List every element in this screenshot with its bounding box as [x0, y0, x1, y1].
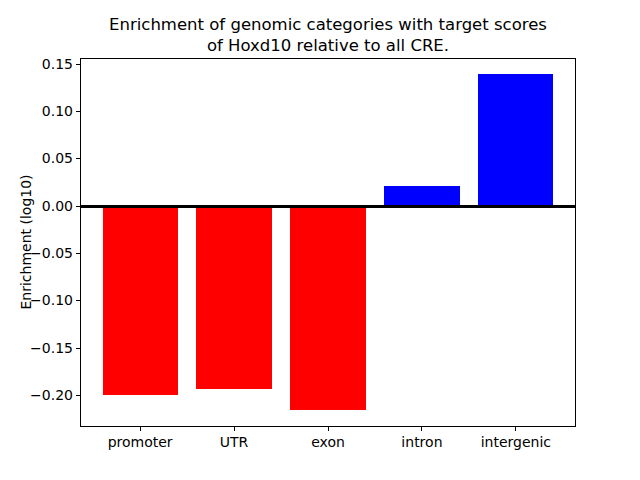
x-tick-mark — [234, 427, 235, 431]
y-tick-label: 0.15 — [21, 57, 73, 72]
y-tick-mark — [76, 158, 80, 159]
y-tick-label: −0.05 — [21, 246, 73, 261]
x-tick-mark — [421, 427, 422, 431]
y-tick-mark — [76, 300, 80, 301]
x-tick-mark — [140, 427, 141, 431]
y-tick-label: 0.10 — [21, 104, 73, 119]
y-tick-mark — [76, 253, 80, 254]
y-tick-label: −0.15 — [21, 341, 73, 356]
bar-exon — [290, 206, 365, 409]
y-tick-label: −0.20 — [21, 388, 73, 403]
bar-UTR — [196, 206, 271, 389]
bar-promoter — [103, 206, 178, 394]
chart-title: Enrichment of genomic categories with ta… — [80, 14, 576, 57]
x-tick-label-intron: intron — [401, 435, 442, 450]
y-tick-mark — [76, 64, 80, 65]
y-tick-mark — [76, 111, 80, 112]
x-tick-mark — [328, 427, 329, 431]
bar-intron — [384, 186, 459, 206]
bar-intergenic — [478, 74, 553, 206]
x-tick-label-exon: exon — [311, 435, 345, 450]
y-tick-mark — [76, 348, 80, 349]
y-tick-label: −0.10 — [21, 293, 73, 308]
figure: Enrichment of genomic categories with ta… — [0, 0, 640, 480]
y-tick-label: 0.05 — [21, 151, 73, 166]
x-tick-label-promoter: promoter — [108, 435, 173, 450]
x-tick-label-intergenic: intergenic — [481, 435, 551, 450]
y-tick-mark — [76, 395, 80, 396]
y-axis-label: Enrichment (log10) — [18, 174, 34, 309]
y-tick-label: 0.00 — [21, 199, 73, 214]
zero-line — [80, 205, 576, 208]
x-tick-label-UTR: UTR — [220, 435, 249, 450]
x-tick-mark — [515, 427, 516, 431]
